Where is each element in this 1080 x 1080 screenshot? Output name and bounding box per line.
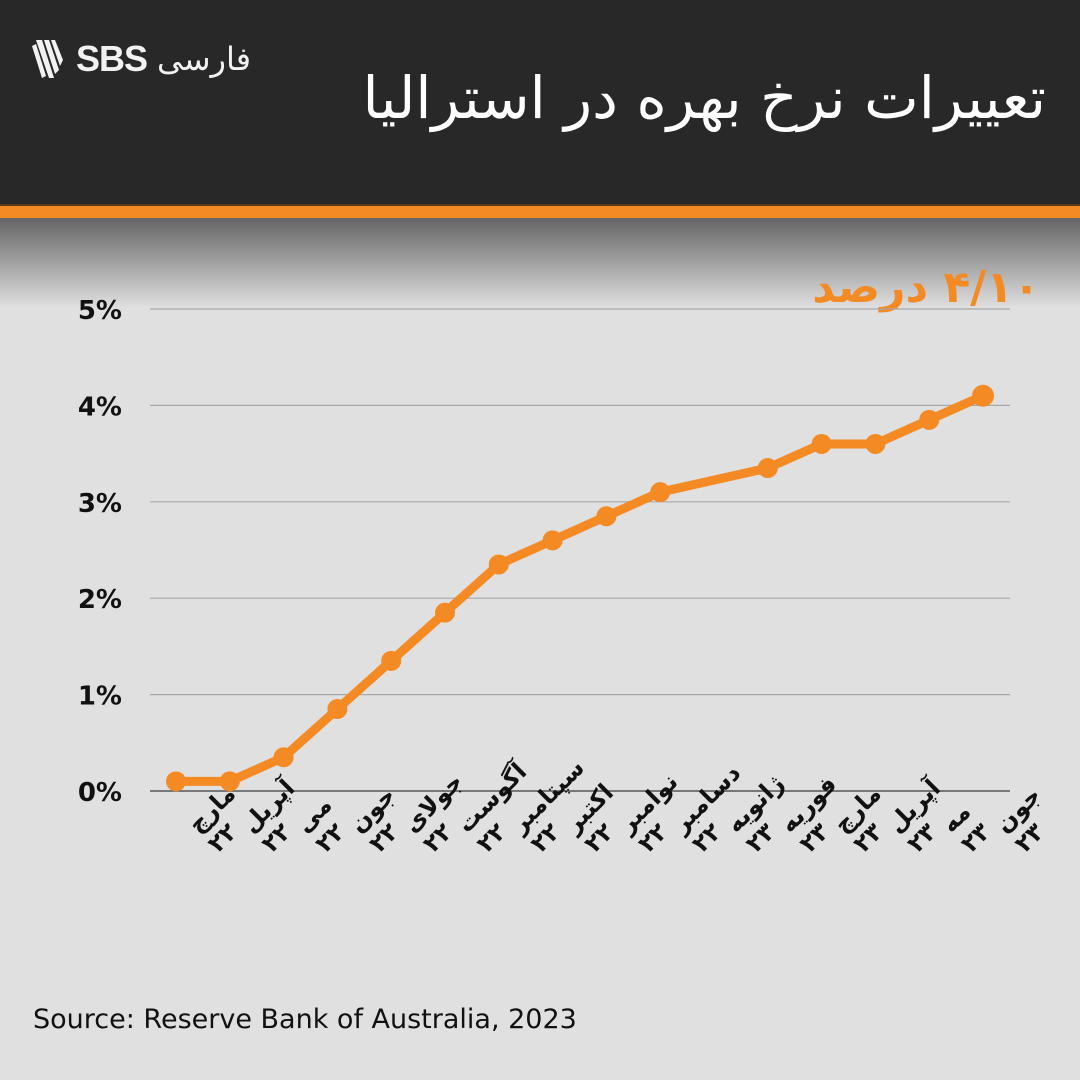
data-point — [273, 747, 294, 768]
header-bar — [0, 0, 1080, 204]
data-point — [865, 433, 886, 454]
y-tick-label: 4% — [78, 392, 122, 422]
data-point — [596, 506, 617, 527]
header-shadow — [0, 218, 1080, 308]
y-tick-label: 2% — [78, 585, 122, 615]
sbs-logo: SBS فارسی — [32, 38, 251, 80]
data-point — [757, 458, 778, 479]
logo-sbs-text: SBS — [76, 38, 148, 79]
series-line — [171, 391, 988, 786]
data-point — [650, 482, 671, 503]
data-point — [811, 433, 832, 454]
data-point — [219, 771, 240, 792]
page-title: تعییرات نرخ بهره در استرالیا — [362, 64, 1046, 132]
data-point — [919, 409, 940, 430]
source-note: Source: Reserve Bank of Australia, 2023 — [33, 1004, 577, 1035]
line-chart: 0%1%2%3%4%5%مارچ۲۲آپریل۲۲می۲۲جون۲۲جولای۲… — [78, 296, 1050, 858]
current-rate-callout: ۴/۱۰ درصد — [812, 262, 1040, 313]
logo-language-text: فارسی — [157, 40, 252, 78]
accent-band — [0, 204, 1080, 218]
data-point — [542, 530, 563, 551]
sbs-wave-icon — [32, 40, 63, 78]
data-point — [166, 771, 186, 792]
y-tick-label: 1% — [78, 682, 122, 712]
data-point — [972, 384, 994, 407]
y-tick-label: 0% — [78, 778, 122, 808]
data-point — [435, 602, 455, 623]
y-tick-label: 3% — [78, 489, 122, 519]
data-point — [327, 699, 348, 720]
data-point — [488, 554, 509, 575]
data-point — [381, 650, 402, 671]
y-tick-label: 5% — [78, 296, 122, 326]
